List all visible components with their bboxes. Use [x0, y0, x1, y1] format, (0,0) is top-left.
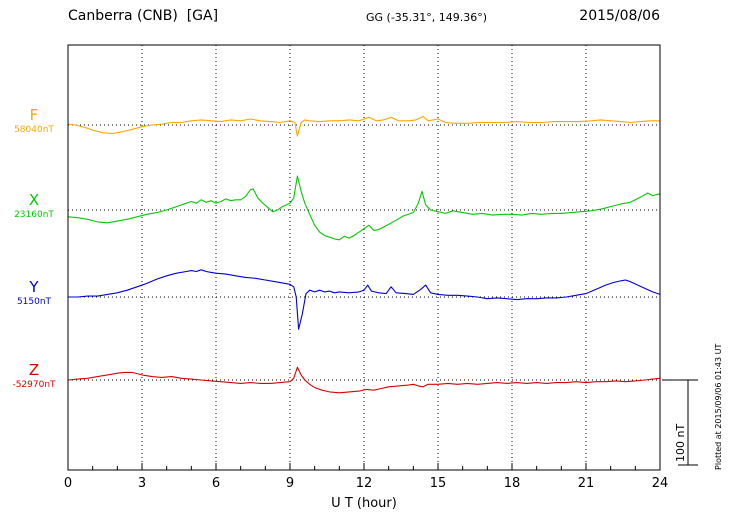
x-tick-label: 3	[137, 476, 147, 491]
series-baseline-value-Y: 5150nT	[16, 297, 52, 307]
series-baseline-value-Z: -52970nT	[12, 380, 56, 390]
plot-date: 2015/08/06	[579, 8, 660, 24]
trace-Y	[67, 269, 661, 330]
x-tick-label: 15	[429, 476, 447, 491]
series-label-F: F 58040nT	[2, 107, 66, 135]
plot-frame	[67, 44, 661, 471]
x-tick-label: 21	[577, 476, 595, 491]
series-name-Y: Y	[29, 278, 39, 296]
series-label-X: X 23160nT	[2, 192, 66, 220]
trace-X	[67, 175, 661, 241]
series-name-F: F	[29, 106, 39, 124]
x-tick-label: 18	[503, 476, 521, 491]
x-tick-label: 6	[211, 476, 221, 491]
plotted-at-note: Plotted at 2015/09/06 01:43 UT	[714, 343, 723, 470]
geographic-coordinates: GG (-35.31°, 149.36°)	[366, 11, 488, 24]
series-baseline-value-X: 23160nT	[14, 210, 54, 220]
scale-bar-label: 100 nT	[674, 423, 687, 462]
x-tick-label: 12	[355, 476, 373, 491]
series-name-X: X	[28, 191, 40, 209]
x-tick-label: 0	[63, 476, 73, 491]
x-tick-label: 9	[285, 476, 295, 491]
x-tick-label: 24	[651, 476, 669, 491]
series-label-Y: Y 5150nT	[2, 279, 66, 307]
series-label-Z: Z -52970nT	[2, 362, 66, 390]
station-title: Canberra (CNB) [GA]	[68, 8, 219, 24]
series-name-Z: Z	[28, 361, 40, 379]
trace-Z	[67, 366, 661, 394]
series-baseline-value-F: 58040nT	[14, 125, 54, 135]
trace-F	[67, 115, 661, 137]
x-axis-title: U T (hour)	[331, 496, 397, 511]
